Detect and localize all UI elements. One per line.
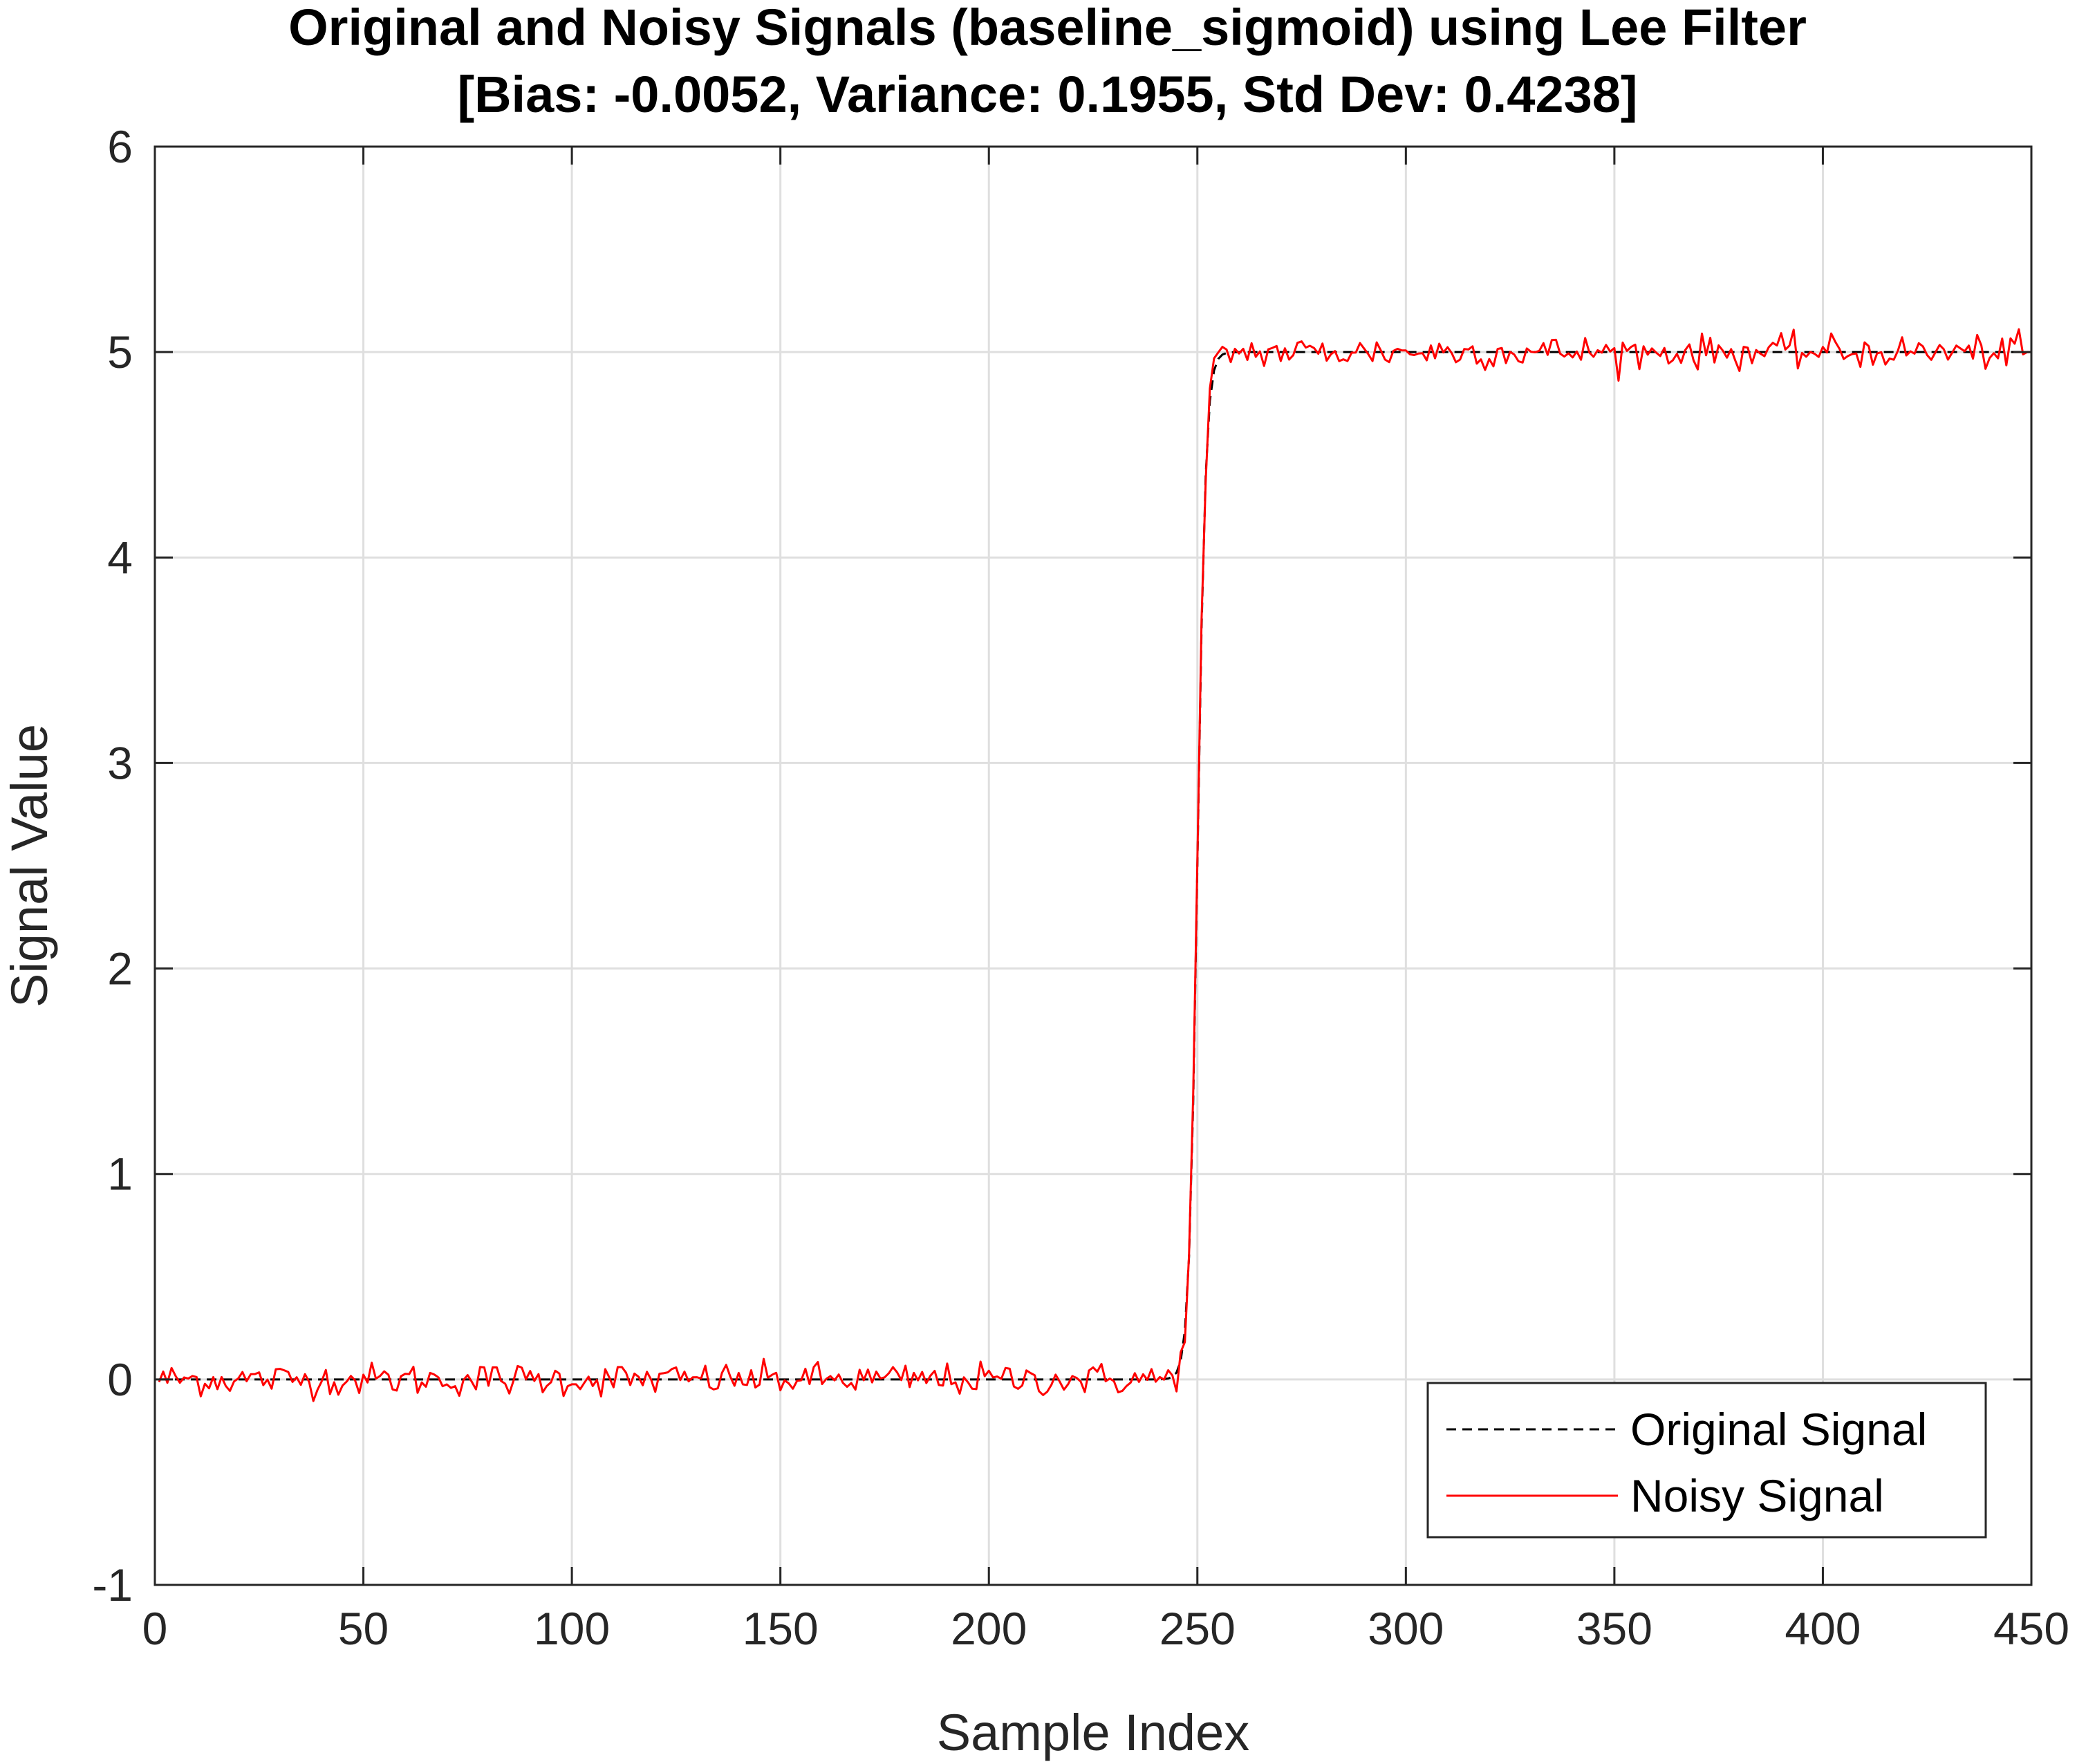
legend-label-noisy: Noisy Signal	[1630, 1470, 1884, 1521]
chart-title: Original and Noisy Signals (baseline_sig…	[288, 0, 1807, 56]
x-tick-label: 50	[338, 1603, 389, 1654]
x-tick-label: 300	[1368, 1603, 1444, 1654]
x-tick-label: 250	[1159, 1603, 1236, 1654]
x-axis-label: Sample Index	[937, 1704, 1250, 1761]
y-tick-label: -1	[92, 1559, 133, 1610]
y-tick-label: 0	[107, 1354, 133, 1405]
x-tick-label: 400	[1785, 1603, 1861, 1654]
x-tick-label: 150	[743, 1603, 819, 1654]
y-tick-label: 5	[107, 326, 133, 378]
legend-box	[1426, 1382, 1987, 1539]
chart-subtitle: [Bias: -0.0052, Variance: 0.1955, Std De…	[457, 66, 1637, 123]
x-tick-label: 200	[951, 1603, 1027, 1654]
x-tick-label: 350	[1576, 1603, 1652, 1654]
x-tick-label: 100	[534, 1603, 610, 1654]
y-tick-label: 4	[107, 532, 133, 583]
plot-area	[155, 147, 2031, 1585]
y-tick-label: 3	[107, 737, 133, 788]
y-tick-label: 6	[107, 121, 133, 172]
y-axis-label: Signal Value	[1, 724, 58, 1008]
x-tick-label: 450	[1993, 1603, 2069, 1654]
y-tick-label: 1	[107, 1149, 133, 1200]
series-layer	[158, 328, 2032, 1402]
series-line-noisy	[158, 328, 2032, 1402]
plot-frame	[153, 145, 2033, 1586]
legend-label-original: Original Signal	[1630, 1404, 1927, 1455]
y-tick-label: 2	[107, 943, 133, 994]
legend: Original Signal Noisy Signal	[1426, 1382, 1987, 1539]
x-tick-label: 0	[142, 1603, 168, 1654]
